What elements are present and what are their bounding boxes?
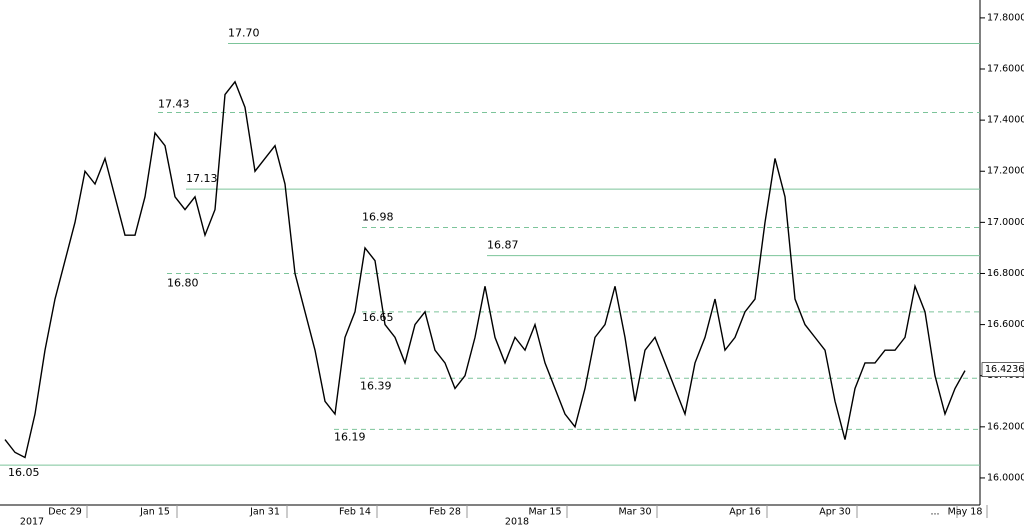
x-tick-label: Dec 29 xyxy=(48,507,82,518)
x-tick-label: Jan 31 xyxy=(249,507,280,518)
y-tick-label: 16.8000 xyxy=(987,268,1024,279)
y-tick-label: 16.2000 xyxy=(987,421,1024,432)
price-line xyxy=(4,80,966,459)
year-label: 2018 xyxy=(505,517,529,528)
year-label: 2017 xyxy=(20,517,44,528)
x-tick-label: Apr 16 xyxy=(729,507,761,518)
last-price-label: 16.4236 xyxy=(985,364,1024,375)
y-tick-label: 17.4000 xyxy=(987,115,1024,126)
y-tick-label: 16.0000 xyxy=(987,472,1024,483)
last-price-box xyxy=(981,362,1024,377)
reference-label: 17.70 xyxy=(228,26,260,39)
reference-label: 16.80 xyxy=(167,276,199,289)
x-tick-label: Mar 30 xyxy=(618,507,651,518)
y-tick-label: 17.0000 xyxy=(987,217,1024,228)
reference-label: 16.39 xyxy=(360,379,392,392)
x-tick-label: Mar 15 xyxy=(528,507,561,518)
reference-label: 16.05 xyxy=(8,466,40,479)
x-tick-label: Jan 15 xyxy=(139,507,170,518)
x-tick-label: May 18 xyxy=(948,507,983,518)
x-tick-label: Feb 28 xyxy=(429,507,461,518)
y-tick-label: 17.2000 xyxy=(987,166,1024,177)
y-tick-label: 17.8000 xyxy=(987,12,1024,23)
reference-label: 16.98 xyxy=(362,210,394,223)
reference-label: 17.43 xyxy=(158,97,190,110)
reference-label: 16.65 xyxy=(362,311,394,324)
y-tick-label: 17.6000 xyxy=(987,64,1024,75)
x-tick-label: ... xyxy=(930,507,939,518)
reference-label: 16.19 xyxy=(334,430,366,443)
y-tick-label: 16.6000 xyxy=(987,319,1024,330)
reference-label: 17.13 xyxy=(186,172,218,185)
x-tick-label: Apr 30 xyxy=(819,507,851,518)
reference-label: 16.87 xyxy=(487,239,519,252)
x-tick-label: Feb 14 xyxy=(339,507,371,518)
